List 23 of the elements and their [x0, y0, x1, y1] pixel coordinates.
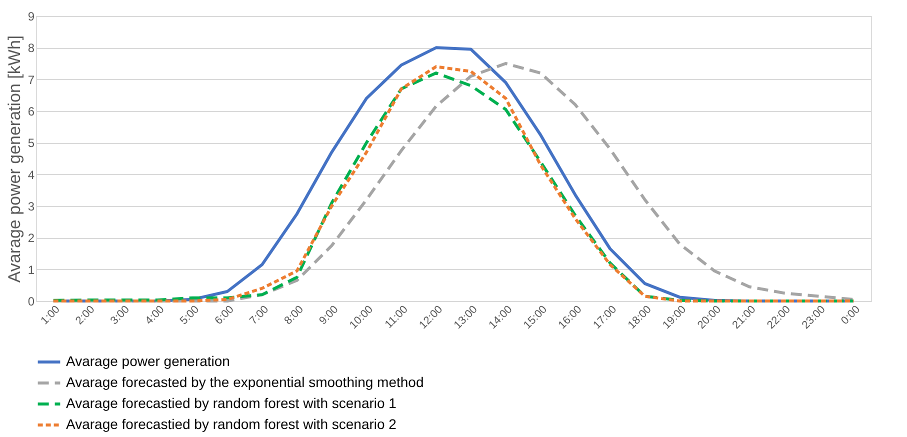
y-tick-label: 3 — [28, 200, 35, 214]
x-tick-label: 6:00 — [212, 304, 236, 328]
legend-label: Avarage forecastied by random forest with scenario 1 — [66, 395, 397, 411]
legend-label: Avarage power generation — [66, 353, 230, 369]
y-tick-label: 7 — [28, 72, 35, 87]
x-tick-label: 7:00 — [248, 304, 272, 328]
y-axis-title: Avarage power generation [kWh] — [4, 35, 24, 283]
y-tick-label: 6 — [28, 104, 35, 118]
legend-label: Avarage forecastied by random forest with scenario 2 — [66, 416, 397, 432]
y-tick-label: 5 — [28, 136, 35, 150]
y-tick-label: 1 — [28, 262, 35, 277]
x-tick-label: 5:00 — [178, 304, 202, 328]
legend-label: Avarage forecasted by the exponential smoothing method — [66, 374, 424, 390]
x-tick-label: 0:00 — [838, 304, 863, 328]
x-tick-label: 4:00 — [143, 304, 167, 328]
y-tick-label: 8 — [28, 41, 35, 56]
x-tick-label: 3:00 — [108, 304, 132, 328]
y-tick-label: 2 — [28, 231, 35, 246]
y-tick-label: 4 — [28, 168, 35, 182]
y-tick-label: 0 — [28, 294, 35, 308]
x-tick-label: 8:00 — [282, 304, 306, 328]
x-tick-label: 9:00 — [317, 304, 341, 328]
y-tick-label: 9 — [28, 10, 35, 24]
